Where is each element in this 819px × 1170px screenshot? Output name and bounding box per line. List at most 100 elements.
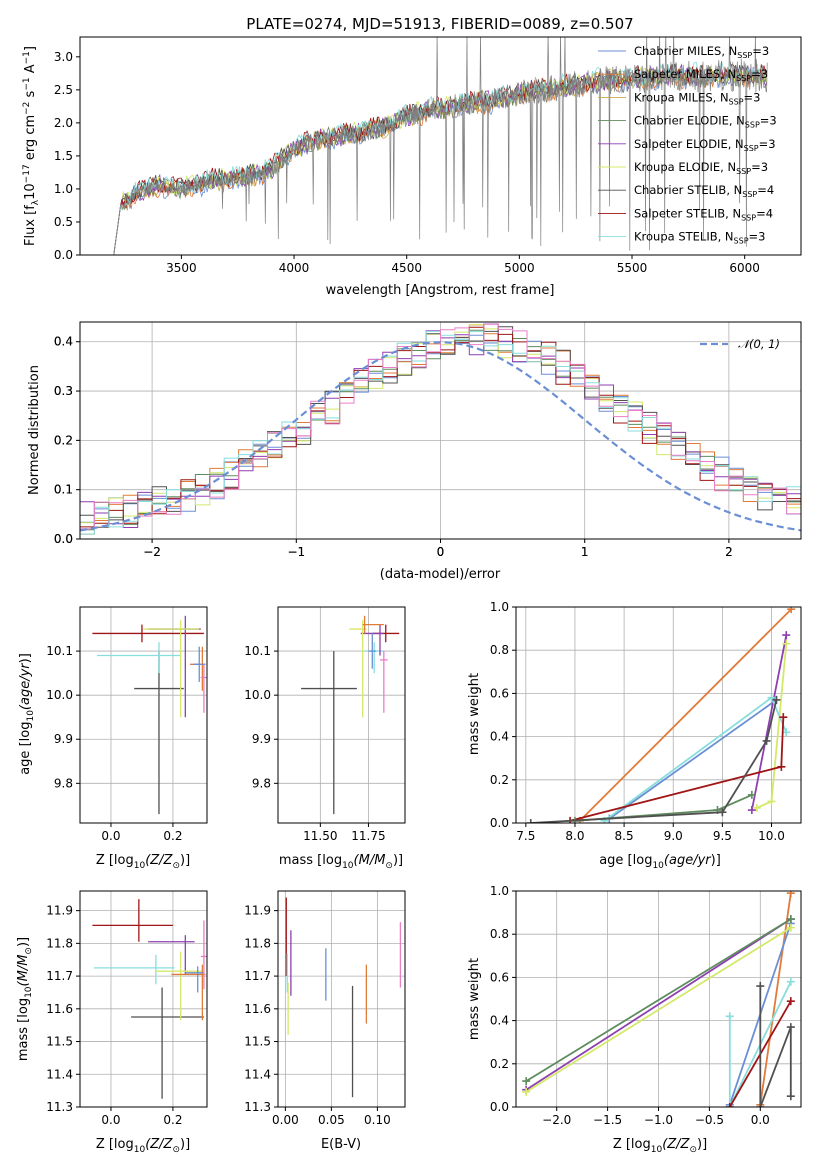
y-tick-label: 11.8 [46, 936, 73, 950]
age_vs_z-grid: 0.0 0.2 9.8 9.9 10.0 10.1 [46, 607, 207, 843]
y-tick-label: 0.0 [54, 532, 73, 546]
model-spectrum-salpeter_stelib [113, 64, 768, 255]
age_vs_z-data [92, 615, 207, 815]
x-tick-label: 0 [437, 545, 445, 559]
age-z-ylabel: age [log10(age/yr)] [18, 653, 36, 775]
weight-marker-chabrier_stelib [756, 982, 765, 991]
mass_vs_z-data [92, 899, 207, 1099]
age_vs_z-panel: 0.0 0.2 9.8 9.9 10.0 10.1 [46, 606, 208, 843]
weight-z-xlabel: Z [log10(Z/Z⊙)] [613, 1137, 707, 1155]
gaussian-legend-label: 𝒩(0, 1) [738, 337, 780, 351]
x-tick-label: 7.5 [516, 829, 535, 843]
spectrum-legend: Chabrier MILES, NSSP=3 Salpeter MILES, NS… [598, 44, 777, 246]
spectrum-title: PLATE=0274, MJD=51913, FIBERID=0089, z=0… [246, 15, 633, 33]
spectrum-frame [79, 36, 802, 256]
y-tick-label: 11.7 [244, 969, 271, 983]
x-tick-label: 1 [581, 545, 589, 559]
y-tick-label: 0.3 [54, 384, 73, 398]
y-tick-label: 0.8 [490, 927, 509, 941]
x-tick-label: −1 [287, 545, 305, 559]
y-tick-label: 9.8 [54, 776, 73, 790]
mass_vs_z-panel: 0.0 0.2 11.3 11.4 11.5 11.6 11.7 11.8 11.9 [46, 890, 208, 1127]
weight-line-salpeter_elodie [751, 634, 788, 811]
weight-marker-chabrier_stelib [772, 695, 781, 704]
spectrum-xlabel: wavelength [Angstrom, rest frame] [326, 283, 555, 298]
y-tick-label: 2.5 [54, 83, 73, 97]
x-tick-label: −1 [287, 545, 305, 559]
mass-z-ylabel: mass [log10(M/M⊙)] [16, 937, 34, 1061]
weight-marker-kroupa_elodie [786, 923, 795, 932]
x-tick-label: 6000 [729, 261, 760, 275]
y-tick-label: 0.4 [490, 1014, 509, 1028]
legend-label-kroupa_miles: Kroupa MILES, NSSP=3 [634, 90, 760, 106]
y-tick-label: 11.3 [46, 1100, 73, 1114]
y-tick-label: 3.0 [54, 50, 73, 64]
weight-marker-salpeter_miles [787, 607, 796, 614]
legend-label-salpeter_stelib: Salpeter STELIB, NSSP=4 [634, 206, 773, 222]
y-tick-label: 1.0 [54, 182, 73, 196]
y-tick-label: 9.9 [252, 732, 271, 746]
weight-marker-chabrier_stelib [786, 1023, 795, 1032]
weight_vs_age-panel: 7.5 8.0 8.5 9.0 9.5 10.0 0.0 0.2 0.4 0.6 0.8 1.0 [490, 600, 802, 843]
y-tick-label: 11.4 [46, 1067, 73, 1081]
x-tick-label: −1.5 [593, 1113, 622, 1127]
weight-age-ylabel: mass weight [467, 673, 482, 755]
weight-marker-kroupa_stelib [725, 1012, 734, 1021]
weight-marker-chabrier_elodie [747, 790, 756, 799]
residual-panel: −2 −1 0 1 2 0.0 0.1 0.2 0.3 0.4 −2 −1 0 1 2 0.0 0.1 0.2 0… [27, 321, 802, 582]
x-tick-label: 1 [581, 545, 589, 559]
weight-line-chabrier_stelib [759, 986, 792, 1107]
y-tick-label: 9.9 [54, 732, 73, 746]
age-z-xlabel: Z [log10(Z/Z⊙)] [96, 853, 190, 871]
y-tick-label: 0.5 [54, 215, 73, 229]
y-tick-label: 11.7 [46, 969, 73, 983]
weight-line-kroupa_stelib [728, 981, 792, 1107]
mass_vs_z-frame [79, 890, 208, 1108]
y-tick-label: 11.3 [244, 1100, 271, 1114]
y-tick-label: 0.1 [54, 483, 73, 497]
y-tick-label: 0.0 [54, 248, 73, 262]
x-tick-label: 0.10 [364, 1113, 391, 1127]
y-tick-label: 11.9 [244, 904, 271, 918]
legend-label-chabrier_miles: Chabrier MILES, NSSP=3 [634, 44, 769, 60]
y-tick-label: 10.0 [46, 688, 73, 702]
y-tick-label: 11.4 [244, 1067, 271, 1081]
x-tick-label: −2 [143, 545, 161, 559]
spectrum-panel: PLATE=0274, MJD=51913, FIBERID=0089, z=0… [22, 15, 802, 298]
spectrum-ylabel: Flux [fλ10−17 erg cm−2 s−1 A−1] [22, 46, 41, 246]
y-tick-label: 0.4 [54, 335, 73, 349]
x-tick-label: 0.05 [318, 1113, 345, 1127]
mass_vs_ebv-data [285, 897, 402, 1098]
weight_vs_z-panel: −2.0 −1.5 −1.0 −0.5 0.0 0.0 0.2 0.4 0.6 0.8 1.0 [490, 884, 802, 1127]
mass-ebv-xlabel: E(B-V) [321, 1137, 361, 1152]
weight-marker-kroupa_elodie [782, 639, 791, 648]
y-tick-label: 0.2 [490, 1057, 509, 1071]
weight-marker-kroupa_stelib [786, 977, 795, 986]
y-tick-label: 11.5 [46, 1035, 73, 1049]
weight-line-chabrier_elodie [525, 918, 792, 1082]
y-tick-label: 0.0 [490, 816, 509, 830]
x-tick-label: 9.0 [664, 829, 683, 843]
x-tick-label: 0.0 [101, 1113, 120, 1127]
y-tick-label: 0.2 [54, 433, 73, 447]
y-tick-label: 11.5 [244, 1035, 271, 1049]
mass_vs_ebv-frame [277, 890, 406, 1108]
x-tick-label: −2.0 [542, 1113, 571, 1127]
weight-line-salpeter_stelib [569, 717, 785, 822]
legend-label-salpeter_elodie: Salpeter ELODIE, NSSP=3 [634, 137, 776, 153]
weight_vs_z-data [522, 891, 795, 1107]
residual-ticks: −2 −1 0 1 2 0.0 0.1 0.2 0.3 0.4 [54, 335, 733, 559]
weight_vs_age-frame [515, 606, 802, 824]
weight-line-salpeter_miles [759, 893, 792, 1105]
legend-label-kroupa_stelib: Kroupa STELIB, NSSP=3 [634, 230, 765, 246]
legend-label-kroupa_elodie: Kroupa ELODIE, NSSP=3 [634, 160, 768, 176]
x-tick-label: 3500 [166, 261, 197, 275]
x-tick-label: −0.5 [695, 1113, 724, 1127]
x-tick-label: 2 [725, 545, 733, 559]
y-tick-label: 10.1 [244, 644, 271, 658]
y-tick-label: 0.2 [54, 433, 73, 447]
weight-line-kroupa_elodie [525, 926, 792, 1093]
weight_vs_z-grid: −2.0 −1.5 −1.0 −0.5 0.0 0.0 0.2 0.4 0.6 0.8 1.0 [490, 884, 801, 1127]
mass-z-xlabel: Z [log10(Z/Z⊙)] [96, 1137, 190, 1155]
x-tick-label: 5500 [617, 261, 648, 275]
